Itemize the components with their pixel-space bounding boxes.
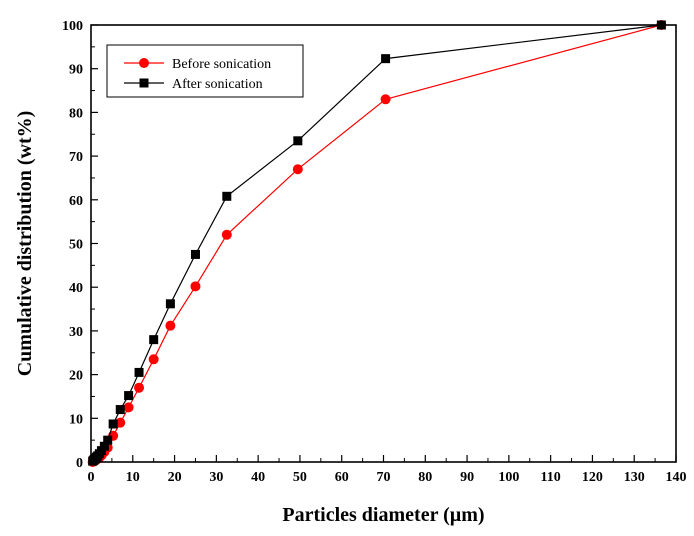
- x-tick-label: 10: [126, 470, 140, 485]
- data-point: [148, 354, 159, 365]
- x-tick-label: 130: [624, 470, 645, 485]
- x-tick-label: 20: [168, 470, 182, 485]
- y-tick-label: 0: [76, 456, 83, 471]
- data-point: [139, 78, 149, 88]
- y-axis-title: Cumulative distribution (wt%): [14, 111, 36, 377]
- x-tick-label: 40: [251, 470, 265, 485]
- plot-frame: [90, 24, 677, 463]
- series-layer: [87, 20, 667, 467]
- data-point: [165, 320, 176, 331]
- x-tick-label: 60: [335, 470, 349, 485]
- x-tick-label: 30: [209, 470, 223, 485]
- legend-box: [106, 44, 304, 98]
- x-tick-label: 50: [293, 470, 307, 485]
- legend-item: Before sonication: [124, 57, 271, 72]
- y-tick-label: 30: [69, 325, 83, 340]
- x-axis-title: Particles diameter (µm): [282, 504, 484, 526]
- data-point: [139, 58, 149, 68]
- y-tick-label: 40: [69, 281, 83, 296]
- data-point: [292, 164, 303, 175]
- data-point: [124, 391, 134, 401]
- y-tick-label: 100: [62, 19, 83, 34]
- legend-item: After sonication: [124, 77, 263, 92]
- data-point: [222, 191, 232, 201]
- data-point: [99, 441, 109, 451]
- x-tick-label: 0: [88, 470, 95, 485]
- data-point: [221, 229, 232, 240]
- data-point: [103, 435, 113, 445]
- legend-label: Before sonication: [172, 57, 271, 72]
- data-point: [115, 405, 125, 415]
- legend: Before sonication After sonication: [106, 44, 304, 98]
- x-tick-label: 100: [498, 470, 519, 485]
- legend-label: After sonication: [172, 77, 263, 92]
- x-tick-label: 70: [377, 470, 391, 485]
- x-tick-label: 110: [541, 470, 561, 485]
- data-point: [149, 335, 159, 345]
- y-tick-label: 80: [69, 106, 83, 121]
- y-tick-label: 60: [69, 194, 83, 209]
- ticks-layer: 0 10 20 30 40 50 60 70 80 90 100 110 120 130 140 0 10 20 3…: [62, 19, 687, 485]
- x-tick-label: 80: [418, 470, 432, 485]
- data-point: [190, 281, 201, 292]
- y-tick-label: 70: [69, 150, 83, 165]
- x-tick-label: 140: [666, 470, 687, 485]
- y-tick-label: 10: [69, 412, 83, 427]
- data-point: [134, 367, 144, 377]
- data-point: [293, 136, 303, 146]
- data-point: [381, 54, 391, 64]
- data-point: [123, 402, 134, 413]
- y-tick-label: 50: [69, 238, 83, 253]
- x-tick-label: 90: [460, 470, 474, 485]
- data-point: [380, 94, 391, 105]
- data-point: [134, 382, 145, 393]
- data-point: [115, 417, 126, 428]
- data-point: [190, 249, 200, 259]
- data-point: [165, 299, 175, 309]
- x-tick-label: 120: [582, 470, 603, 485]
- data-point: [108, 419, 118, 429]
- y-tick-label: 90: [69, 63, 83, 78]
- y-tick-label: 20: [69, 369, 83, 384]
